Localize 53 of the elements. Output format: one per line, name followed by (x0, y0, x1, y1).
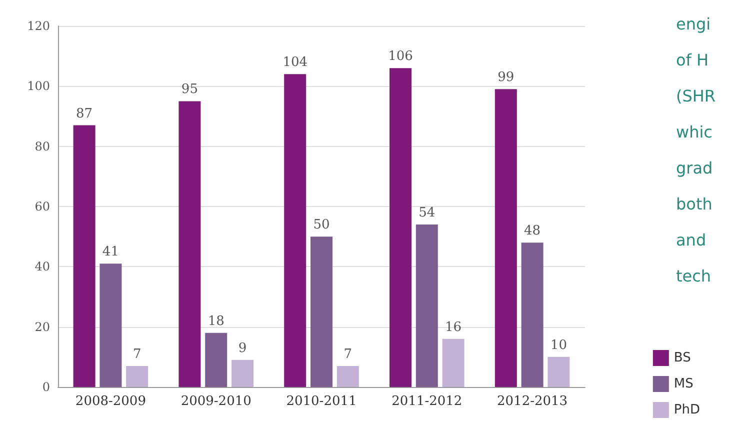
data-label: 87 (76, 106, 93, 122)
text: grad (676, 158, 713, 178)
bar (284, 74, 306, 387)
data-label: 41 (102, 244, 119, 260)
y-tick-label: 120 (27, 19, 50, 33)
y-tick-label: 0 (42, 380, 50, 394)
data-label: 7 (132, 346, 142, 362)
data-label: 95 (181, 82, 198, 98)
bar (310, 236, 332, 387)
legend-label: PhD (674, 402, 700, 418)
data-label: 9 (238, 340, 247, 356)
bar (548, 356, 570, 387)
x-tick-label: 2009-2010 (180, 394, 252, 409)
data-label: 104 (282, 55, 308, 70)
bar (232, 360, 254, 387)
bar (521, 242, 544, 387)
data-label: 99 (498, 70, 514, 86)
bar (126, 366, 148, 387)
data-label: 16 (445, 320, 462, 335)
data-label: 10 (550, 338, 567, 353)
bar (442, 338, 464, 387)
bar (336, 366, 359, 387)
text: (SHR (676, 86, 716, 106)
bar (178, 101, 201, 387)
data-label: 48 (524, 224, 541, 239)
x-tick-label: 2011-2012 (392, 394, 462, 409)
bar (73, 125, 96, 387)
data-label: 54 (418, 206, 436, 221)
bar (494, 89, 517, 387)
x-tick-label: 2012-2013 (497, 394, 568, 409)
data-label: 18 (208, 314, 224, 329)
data-label: 106 (388, 49, 413, 64)
text: and (676, 230, 706, 250)
y-tick-label: 100 (27, 79, 50, 94)
legend-label: MS (674, 376, 694, 392)
y-tick-label: 40 (34, 260, 50, 274)
x-tick-label: 2008-2009 (75, 394, 146, 409)
y-tick-label: 80 (34, 139, 50, 154)
text: whic (676, 122, 712, 142)
text: engi (676, 14, 711, 34)
x-tick-label: 2010-2011 (286, 394, 357, 409)
text: tech (676, 266, 712, 286)
legend-label: BS (674, 350, 691, 366)
bar (205, 332, 228, 387)
y-tick-label: 20 (34, 320, 50, 334)
bar (100, 264, 122, 387)
bar (416, 224, 438, 387)
data-label: 7 (344, 346, 352, 362)
bar (390, 68, 412, 387)
data-label: 50 (313, 218, 330, 233)
text: both (676, 194, 712, 214)
text: of H (676, 50, 709, 70)
y-tick-label: 60 (34, 200, 50, 214)
